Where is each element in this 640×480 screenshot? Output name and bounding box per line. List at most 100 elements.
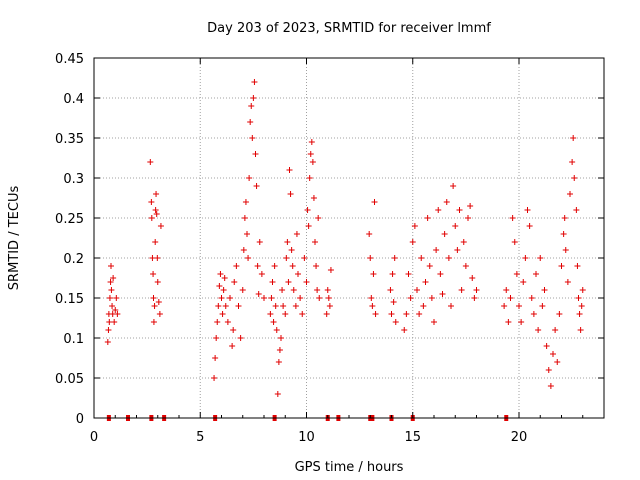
data-point: [274, 391, 281, 397]
data-point: [303, 279, 310, 285]
data-point: [522, 255, 529, 261]
data-point: [111, 319, 118, 325]
data-point: [327, 267, 334, 273]
data-point: [541, 287, 548, 293]
data-point: [286, 167, 293, 173]
data-point: [106, 295, 113, 301]
data-point: [409, 239, 416, 245]
data-point: [505, 319, 512, 325]
data-point: [314, 287, 321, 293]
data-point: [462, 263, 469, 269]
data-point: [255, 291, 262, 297]
data-point: [290, 287, 297, 293]
data-point: [452, 223, 459, 229]
data-point: [392, 319, 399, 325]
data-point: [147, 159, 154, 165]
data-point: [307, 151, 314, 157]
data-point: [271, 263, 278, 269]
data-point: [547, 383, 554, 389]
y-tick-label: 0.15: [55, 292, 84, 307]
data-point: [578, 303, 585, 309]
y-tick-label: 0.05: [55, 372, 84, 387]
data-point: [148, 199, 155, 205]
data-point: [113, 295, 120, 301]
data-point: [533, 271, 539, 277]
data-point: [435, 207, 442, 213]
data-point: [222, 303, 229, 309]
data-point: [305, 223, 312, 229]
data-point: [528, 295, 535, 301]
data-point: [153, 211, 160, 217]
data-point: [564, 279, 571, 285]
data-point: [150, 295, 157, 301]
data-point: [574, 263, 581, 269]
data-point: [241, 215, 248, 221]
data-point: [428, 295, 435, 301]
data-point: [282, 311, 289, 317]
data-point: [422, 279, 429, 285]
x-ticks: 0 5 10 15 20: [90, 58, 584, 445]
data-point: [571, 175, 578, 181]
data-point: [306, 175, 313, 181]
data-point: [454, 247, 461, 253]
y-tick-label: 0.35: [55, 132, 84, 147]
data-point: [258, 271, 265, 277]
data-point: [418, 255, 425, 261]
data-point: [561, 215, 568, 221]
data-point: [105, 327, 112, 333]
data-point: [450, 183, 457, 189]
data-point: [247, 119, 254, 125]
data-point: [216, 283, 223, 289]
data-point: [289, 263, 296, 269]
data-point: [389, 271, 396, 277]
y-tick-label: 0: [76, 412, 84, 427]
data-point: [367, 255, 374, 261]
data-point: [295, 271, 301, 277]
x-tick-label: 5: [196, 430, 204, 445]
y-axis-label: SRMTID / TECUs: [7, 186, 22, 291]
data-point: [316, 295, 323, 301]
data-point: [229, 343, 236, 349]
data-point: [287, 191, 294, 197]
data-point: [239, 287, 246, 293]
data-point: [403, 311, 410, 317]
data-point: [387, 287, 394, 293]
data-point: [539, 303, 546, 309]
data-point: [543, 343, 550, 349]
data-point: [253, 183, 260, 189]
data-point: [407, 295, 414, 301]
data-point: [326, 303, 333, 309]
y-tick-label: 0.4: [63, 92, 84, 107]
data-point: [152, 239, 159, 245]
data-point: [554, 359, 561, 365]
data-point: [458, 287, 465, 293]
data-point: [325, 295, 332, 301]
data-point: [312, 239, 318, 245]
data-point: [268, 295, 275, 301]
data-point: [246, 175, 253, 181]
data-point: [469, 275, 476, 281]
data-point: [369, 303, 376, 309]
data-point: [153, 191, 160, 197]
data-point: [313, 263, 320, 269]
data-point: [426, 263, 433, 269]
data-point: [391, 255, 398, 261]
data-point: [252, 151, 259, 157]
data-point: [218, 295, 225, 301]
data-point: [109, 303, 116, 309]
data-point: [278, 335, 284, 341]
data-point: [279, 287, 286, 293]
data-point: [254, 263, 261, 269]
data-point: [235, 303, 242, 309]
data-points: [104, 79, 586, 397]
data-point: [297, 295, 304, 301]
data-point: [217, 271, 224, 277]
data-point: [233, 263, 240, 269]
data-point: [215, 303, 222, 309]
data-point: [414, 287, 420, 293]
data-point: [552, 327, 559, 333]
data-point: [405, 271, 412, 277]
data-point: [256, 239, 263, 245]
data-point: [401, 327, 408, 333]
